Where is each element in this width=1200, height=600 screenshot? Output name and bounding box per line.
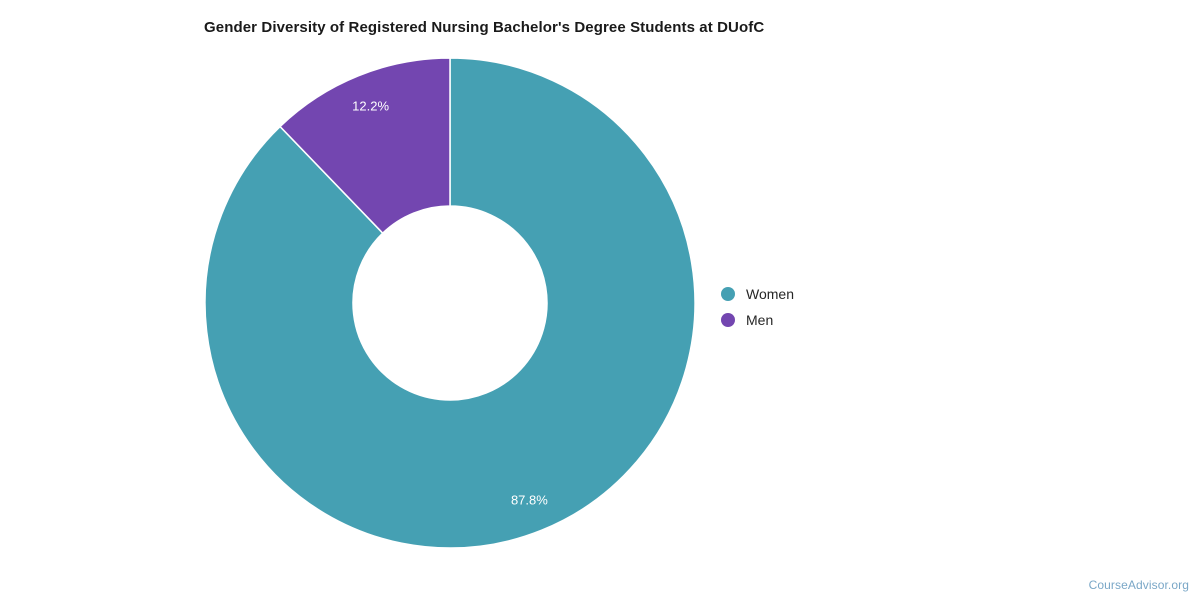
legend-label-women: Women: [746, 286, 794, 302]
slice-label-men: 12.2%: [352, 99, 389, 114]
legend-item-men[interactable]: Men: [721, 307, 881, 333]
donut-chart-svg: 12.2% 87.8%: [204, 57, 696, 549]
legend-item-women[interactable]: Women: [721, 281, 881, 307]
donut-slices: [204, 57, 696, 549]
pie-slice-men[interactable]: [278, 57, 451, 235]
donut-chart: 12.2% 87.8%: [204, 57, 696, 549]
watermark-courseadvisor: CourseAdvisor.org: [1088, 578, 1189, 592]
pie-slice-women[interactable]: [204, 57, 696, 549]
chart-title: Gender Diversity of Registered Nursing B…: [204, 19, 765, 36]
legend-label-men: Men: [746, 312, 774, 328]
legend-swatch-men-icon: [721, 313, 735, 327]
legend-swatch-women-icon: [721, 287, 735, 301]
chart-legend: Women Men: [721, 281, 881, 333]
slice-label-women: 87.8%: [511, 493, 548, 508]
